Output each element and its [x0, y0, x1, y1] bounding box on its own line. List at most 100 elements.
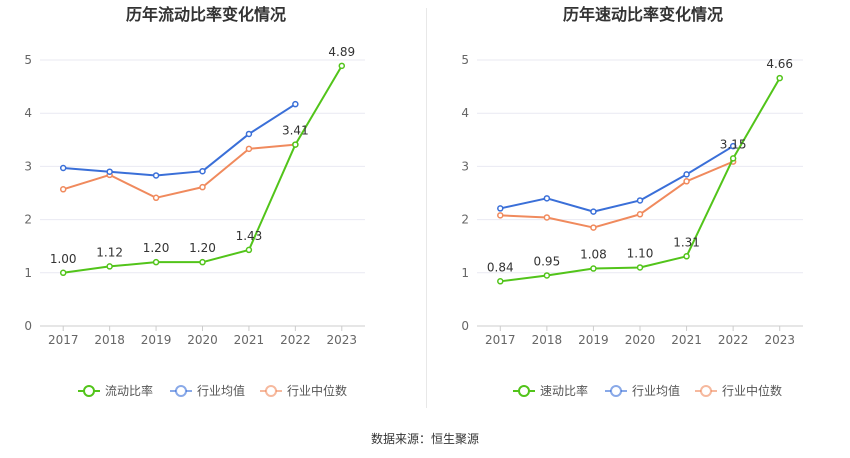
data-label: 3.41	[282, 124, 309, 138]
x-tick-label: 2021	[671, 333, 702, 347]
chart-panel-2: 历年速动比率变化情况 0 1 2 3 4 5 2017 2018 2019 2020 2021 2022…	[461, 5, 803, 398]
y-tick-label: 5	[461, 53, 469, 67]
x-tick-label: 2017	[48, 333, 79, 347]
data-point	[590, 224, 597, 231]
data-label: 1.20	[189, 241, 216, 255]
data-point	[636, 211, 644, 218]
data-point	[59, 186, 67, 193]
data-label: 1.08	[580, 248, 607, 262]
data-point	[338, 62, 346, 70]
data-point	[543, 214, 551, 221]
data-point	[245, 130, 253, 138]
data-label: 3.15	[720, 137, 747, 151]
legend-swatch-marker	[83, 385, 95, 397]
data-point	[590, 208, 597, 215]
y-tick-label: 1	[24, 266, 32, 280]
legend-label: 行业均值	[197, 383, 245, 398]
legend-item: 行业均值	[605, 383, 680, 398]
legend-swatch-marker	[610, 385, 622, 397]
x-tick-label: 2017	[485, 333, 516, 347]
data-label: 1.00	[50, 252, 77, 266]
data-point	[152, 194, 160, 202]
data-point	[199, 167, 206, 175]
legend-item: 速动比率	[513, 383, 588, 398]
legend-item: 行业中位数	[695, 383, 782, 398]
data-label: 1.10	[627, 246, 654, 260]
data-point	[636, 264, 644, 271]
data-point	[59, 269, 67, 277]
data-label: 1.43	[236, 229, 263, 243]
legend-item: 行业中位数	[260, 383, 347, 398]
data-label: 1.20	[143, 241, 170, 255]
series-line-2	[63, 103, 296, 177]
y-tick-label: 4	[461, 106, 469, 120]
legend-swatch-marker	[265, 385, 277, 397]
x-tick-label: 2020	[625, 333, 656, 347]
data-label: 0.84	[487, 260, 514, 274]
y-tick-label: 5	[24, 53, 32, 67]
legend-swatch-marker	[518, 385, 530, 397]
data-point	[590, 265, 597, 272]
data-point	[106, 263, 113, 270]
x-tick-label: 2019	[141, 333, 172, 347]
data-point	[245, 145, 253, 153]
y-tick-label: 2	[24, 213, 32, 227]
x-tick-label: 2020	[187, 333, 218, 347]
y-tick-label: 0	[461, 319, 469, 333]
series-line-2	[500, 145, 734, 213]
series-line-3	[500, 160, 734, 229]
data-point	[683, 178, 690, 185]
x-tick-label: 2022	[280, 333, 311, 347]
chart-divider	[426, 8, 427, 408]
data-label: 0.95	[533, 254, 560, 268]
data-point	[729, 155, 737, 162]
data-label: 1.12	[96, 245, 123, 259]
legend-item: 流动比率	[78, 383, 153, 398]
legend-swatch-marker	[175, 385, 187, 397]
data-point	[683, 253, 690, 260]
y-tick-label: 1	[461, 266, 469, 280]
legend-label: 速动比率	[540, 383, 588, 398]
data-point	[683, 171, 690, 178]
x-tick-label: 2018	[532, 333, 563, 347]
data-point	[543, 195, 551, 202]
data-point	[729, 142, 737, 150]
x-tick-label: 2019	[578, 333, 609, 347]
chart-title: 历年流动比率变化情况	[126, 5, 286, 24]
data-point	[543, 272, 551, 279]
x-tick-label: 2022	[718, 333, 749, 347]
data-label: 1.31	[673, 235, 700, 249]
data-point	[292, 141, 299, 148]
legend-item: 行业均值	[170, 383, 245, 398]
data-point	[497, 212, 504, 219]
data-point	[292, 100, 299, 108]
x-tick-label: 2023	[764, 333, 795, 347]
data-label: 4.66	[766, 57, 793, 71]
legend-label: 行业均值	[632, 383, 680, 398]
series-line-3	[62, 143, 296, 199]
data-point	[199, 258, 206, 266]
data-point	[497, 278, 504, 285]
y-tick-label: 3	[461, 159, 469, 173]
x-tick-label: 2023	[327, 333, 358, 347]
data-point	[152, 172, 160, 179]
data-point	[497, 205, 504, 212]
legend-label: 流动比率	[105, 383, 153, 398]
data-point	[636, 197, 644, 204]
y-tick-label: 0	[24, 319, 32, 333]
data-label: 4.89	[328, 45, 355, 59]
data-point	[199, 183, 206, 191]
chart-title: 历年速动比率变化情况	[563, 5, 723, 24]
data-point	[106, 168, 113, 175]
legend-label: 行业中位数	[287, 383, 347, 398]
data-point	[152, 258, 160, 266]
data-point	[776, 74, 783, 82]
x-tick-label: 2018	[94, 333, 125, 347]
y-tick-label: 3	[24, 159, 32, 173]
legend-swatch-marker	[700, 385, 712, 397]
y-tick-label: 4	[24, 106, 32, 120]
data-point	[245, 246, 253, 254]
data-point	[59, 164, 67, 172]
chart-panel-1: 历年流动比率变化情况 0 1 2 3 4 5 2017 2018 2019 2020 2021 2022…	[24, 5, 365, 398]
